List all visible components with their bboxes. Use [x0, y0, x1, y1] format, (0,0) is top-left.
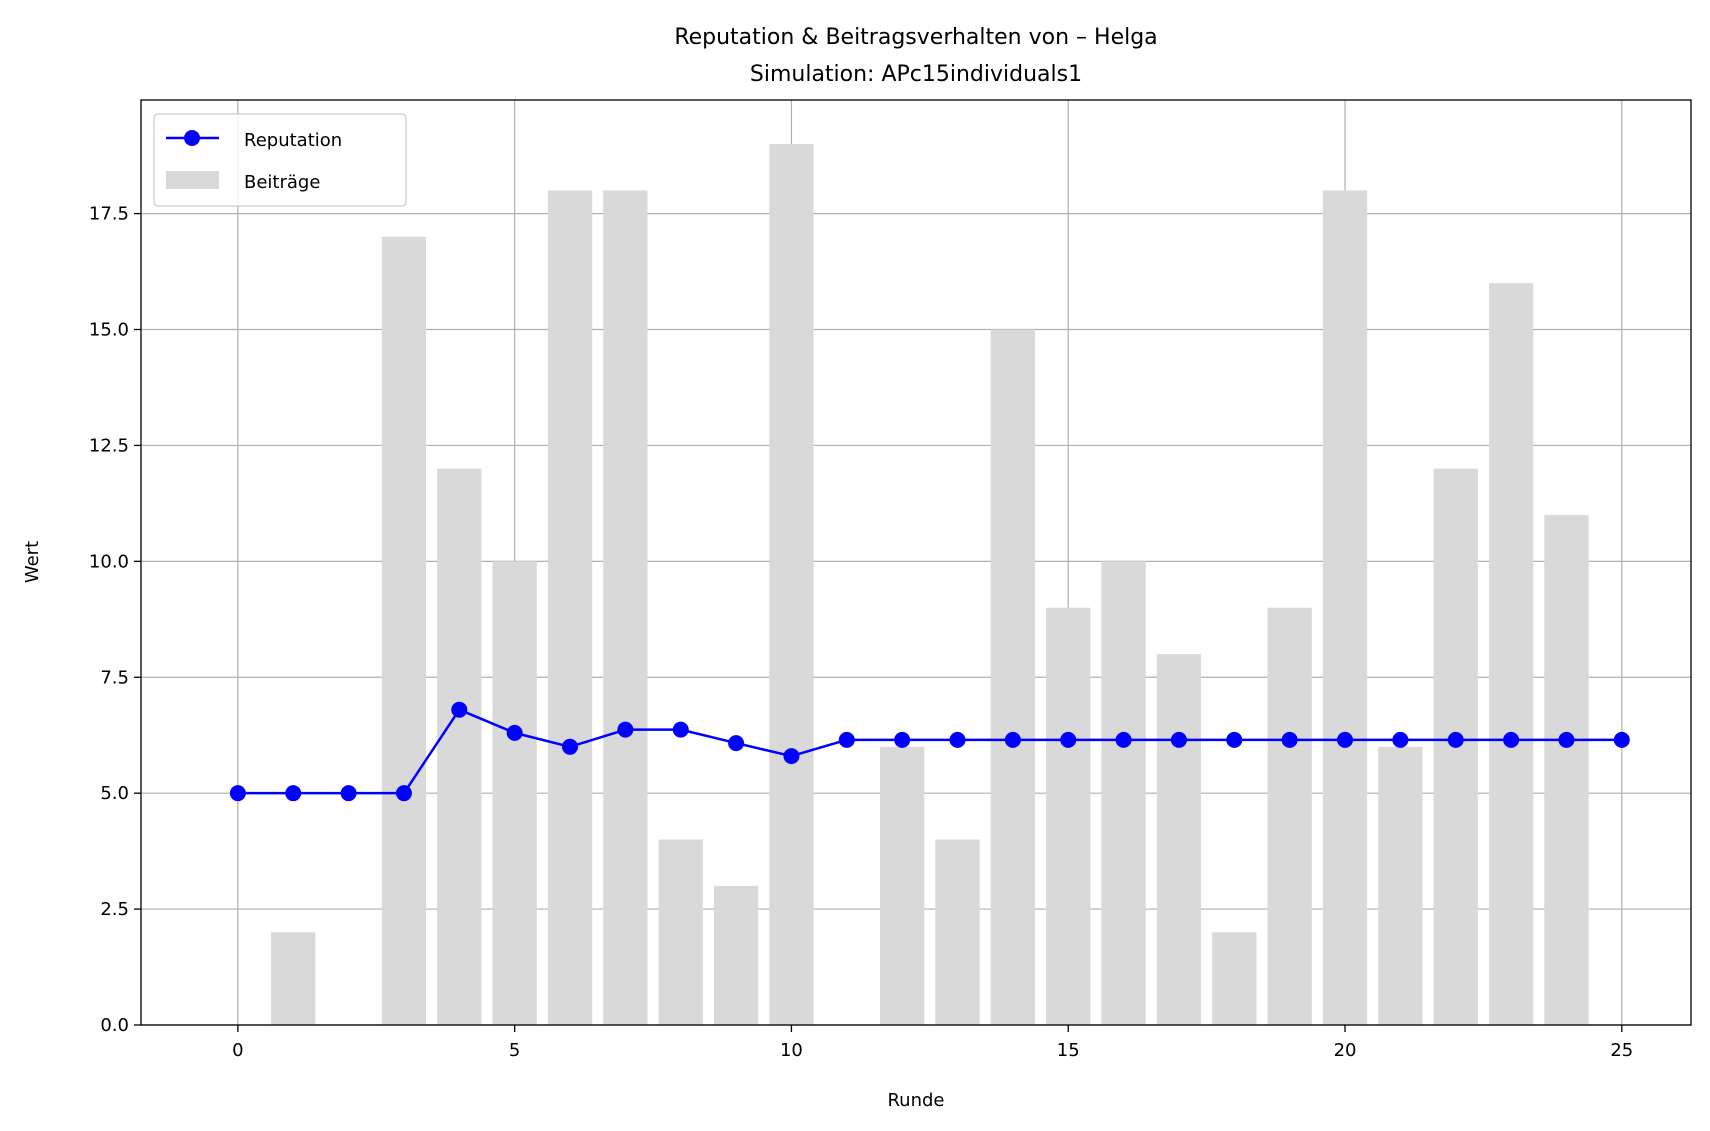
x-tick-label: 5 [509, 1040, 520, 1061]
y-tick-label: 0.0 [100, 1015, 129, 1036]
beitraege-bar [935, 839, 980, 1025]
beitraege-bar [658, 839, 703, 1025]
y-tick-label: 10.0 [89, 551, 129, 572]
reputation-point [1004, 731, 1021, 748]
y-tick-label: 5.0 [100, 783, 129, 804]
y-tick-label: 17.5 [89, 204, 129, 225]
reputation-point [617, 721, 634, 738]
axis-ticks: 0 5 10 15 20 25 0.0 2.5 5.0 7.5 10.0 12.5 15.0 17.5 [89, 204, 1633, 1061]
reputation-point [1337, 731, 1354, 748]
reputation-point [229, 785, 246, 802]
reputation-point [1170, 731, 1187, 748]
reputation-point [1060, 731, 1077, 748]
reputation-point [285, 785, 302, 802]
x-axis-label: Runde [887, 1090, 944, 1111]
reputation-point [395, 785, 412, 802]
beitraege-bar [1046, 607, 1091, 1025]
beitraege-bar [1544, 514, 1589, 1025]
chart-subtitle: Simulation: APc15individuals1 [750, 62, 1082, 87]
beitraege-bar [1488, 283, 1534, 1025]
legend-beitraege-label: Beiträge [244, 172, 320, 193]
reputation-point [562, 738, 579, 755]
beitraege-bar [381, 236, 427, 1026]
beitraege-bar [1101, 561, 1146, 1025]
beitraege-bar [1156, 654, 1202, 1025]
y-tick-label: 12.5 [89, 435, 129, 456]
legend: Reputation Beiträge [153, 113, 407, 207]
reputation-point [1503, 731, 1520, 748]
y-tick-label: 2.5 [100, 899, 129, 920]
x-tick-label: 10 [780, 1040, 803, 1061]
beitraege-bar [271, 932, 316, 1025]
reputation-point [783, 748, 800, 765]
y-axis-label: Wert [22, 541, 43, 583]
legend-beitraege-swatch [166, 171, 219, 189]
beitraege-bar [603, 190, 648, 1026]
reputation-point [838, 731, 855, 748]
reputation-point [1281, 731, 1298, 748]
reputation-point [672, 721, 689, 738]
x-tick-label: 0 [232, 1040, 243, 1061]
reputation-point [949, 731, 966, 748]
reputation-point [506, 724, 523, 741]
beitraege-bars [271, 144, 1589, 1026]
beitraege-bar [437, 468, 482, 1025]
beitraege-bar [492, 561, 537, 1025]
beitraege-bar [1212, 932, 1257, 1025]
legend-reputation-label: Reputation [244, 130, 342, 151]
reputation-point [451, 701, 468, 718]
reputation-point [894, 731, 911, 748]
plot-frame [140, 99, 1692, 1026]
reputation-point [1558, 731, 1575, 748]
y-tick-label: 7.5 [100, 667, 129, 688]
x-tick-label: 15 [1057, 1040, 1080, 1061]
reputation-point [728, 735, 745, 752]
reputation-point [340, 785, 357, 802]
beitraege-bar [880, 746, 925, 1025]
y-tick-label: 15.0 [89, 320, 129, 341]
beitraege-bar [1322, 190, 1368, 1026]
beitraege-bar [547, 190, 593, 1026]
beitraege-bar [769, 144, 814, 1026]
reputation-line [237, 708, 1622, 795]
reputation-point [1447, 731, 1464, 748]
beitraege-bar [1378, 746, 1423, 1025]
reputation-point [1392, 731, 1409, 748]
beitraege-bar [1267, 607, 1312, 1025]
beitraege-bar [990, 329, 1036, 1025]
chart-title: Reputation & Beitragsverhalten von – Hel… [674, 25, 1157, 50]
reputation-point [1226, 731, 1243, 748]
beitraege-bar [713, 885, 759, 1025]
legend-reputation-marker [184, 130, 200, 146]
reputation-line-group [229, 701, 1630, 802]
reputation-point [1115, 731, 1132, 748]
x-tick-label: 25 [1610, 1040, 1633, 1061]
reputation-point [1613, 731, 1630, 748]
x-tick-label: 20 [1334, 1040, 1357, 1061]
